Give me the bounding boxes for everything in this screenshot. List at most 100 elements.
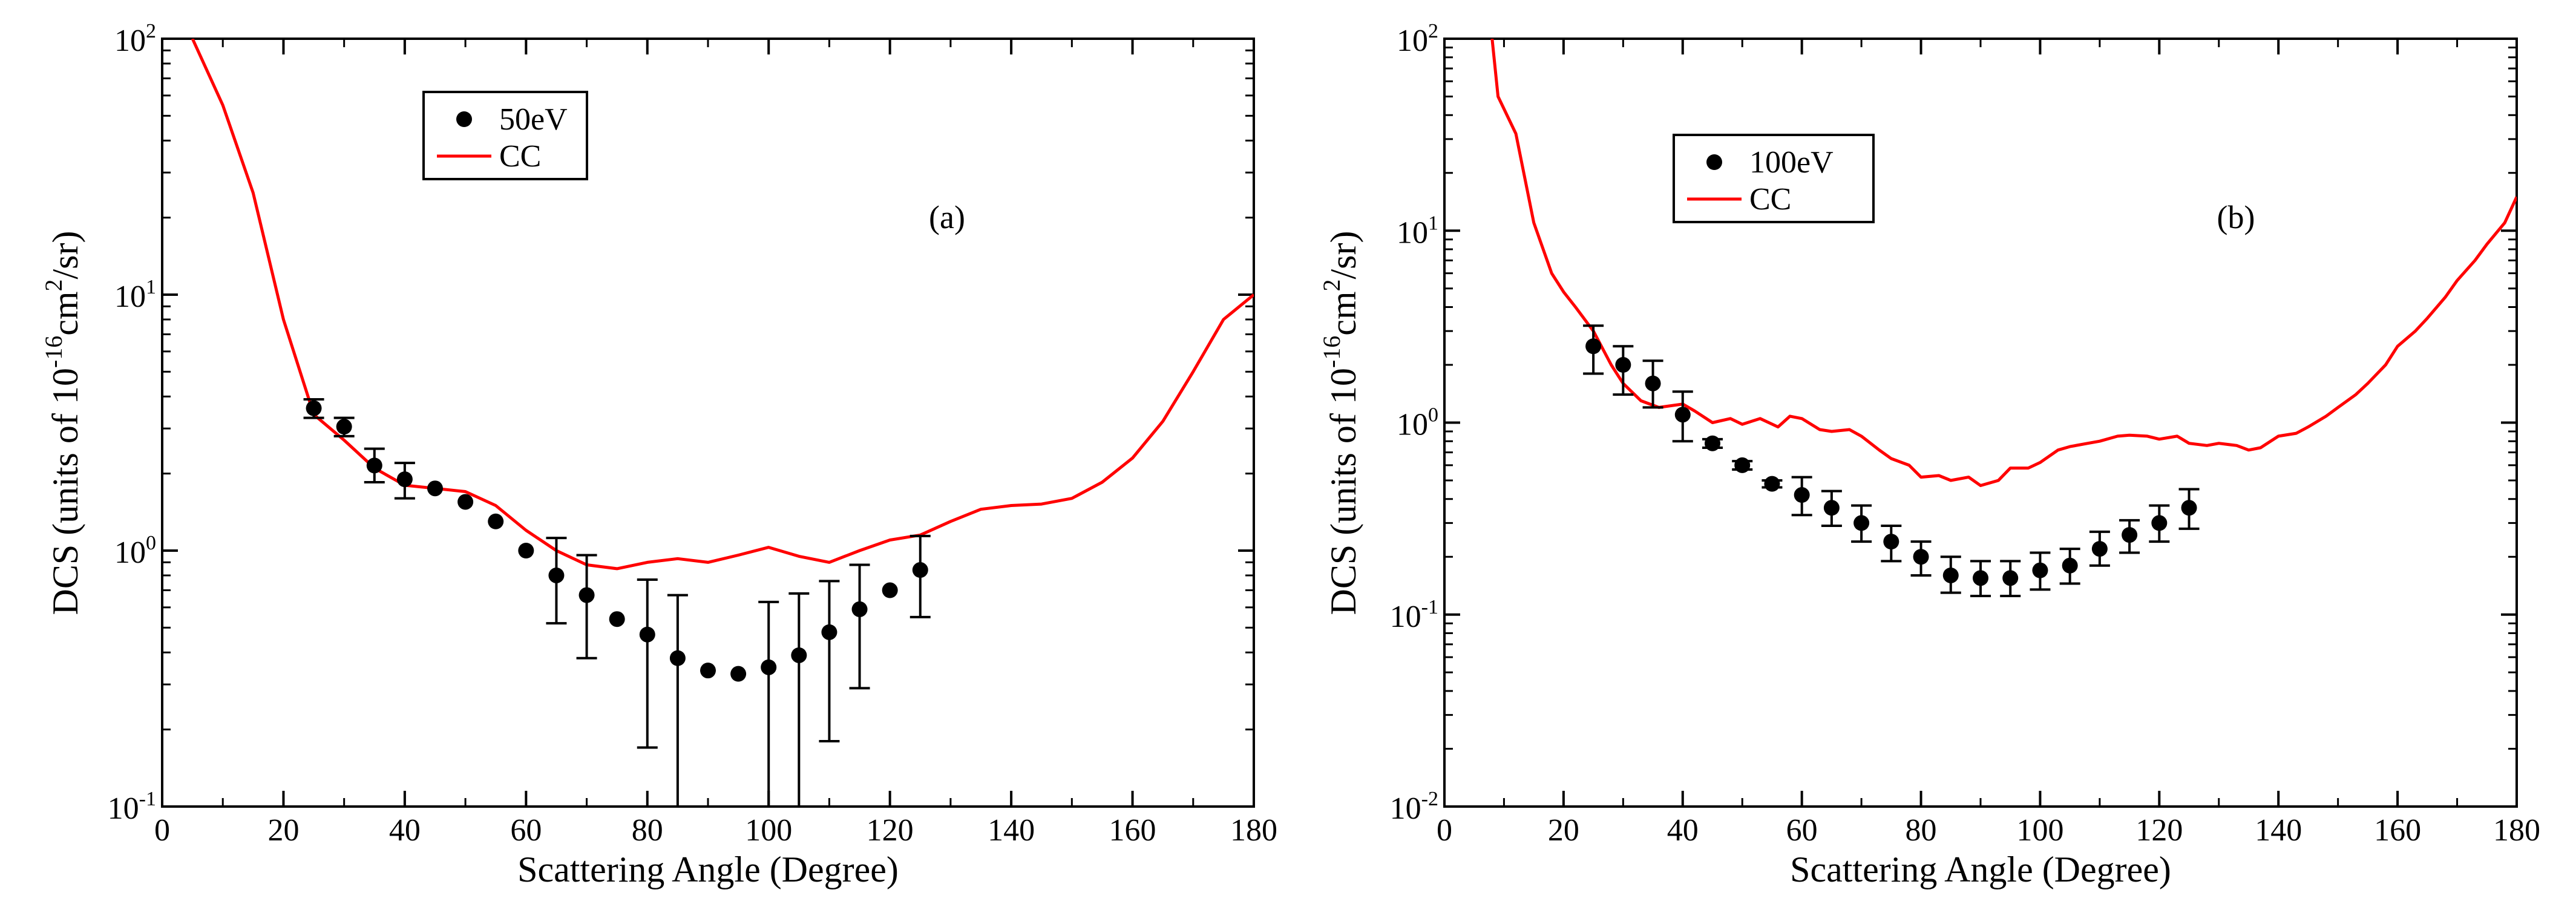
data-point <box>791 647 807 663</box>
x-tick-label: 80 <box>632 813 663 848</box>
y-axis-label: DCS (units of 10-16cm2/sr) <box>1318 231 1363 615</box>
x-tick-label: 0 <box>1437 813 1452 848</box>
x-tick-label: 120 <box>2135 813 2183 848</box>
data-point <box>427 480 443 497</box>
error-bar <box>758 600 779 807</box>
panel-a: 0 20 40 60 80 100 120 140 160 18010-1100101102Sca… <box>40 20 1277 889</box>
data-point <box>912 562 928 578</box>
y-tick-base: 10 <box>114 535 146 570</box>
y-tick-exponent: -1 <box>1421 596 1438 618</box>
data-point <box>1853 515 1870 531</box>
y-tick-exponent: 1 <box>1428 212 1438 234</box>
legend-marker-circle <box>1706 154 1722 170</box>
x-tick-label: 80 <box>1906 813 1937 848</box>
x-tick-label: 40 <box>1667 813 1699 848</box>
y-tick-exponent: -1 <box>139 788 156 810</box>
data-point <box>1674 407 1691 423</box>
y-tick-label: 101 <box>1397 212 1438 250</box>
y-tick-label: 100 <box>114 532 156 570</box>
y-tick-label: 10-1 <box>1390 596 1438 634</box>
data-point <box>851 601 868 617</box>
cc-theory-line <box>1490 39 2517 487</box>
error-bar <box>637 578 658 749</box>
y-tick-exponent: 2 <box>1428 20 1438 42</box>
x-tick-label: 0 <box>154 813 170 848</box>
y-tick-base: 10 <box>1397 215 1428 250</box>
y-tick-label: 100 <box>1397 404 1438 442</box>
data-point <box>2091 541 2108 557</box>
data-point <box>578 587 595 603</box>
data-point <box>366 457 382 474</box>
x-tick-label: 180 <box>2493 813 2540 848</box>
data-point <box>1794 487 1810 503</box>
data-point <box>761 659 777 675</box>
data-point <box>1942 567 1959 583</box>
y-label-tail: /sr) <box>1323 231 1363 280</box>
legend-label: 100eV <box>1749 145 1834 180</box>
data-point <box>518 543 534 558</box>
y-label-exponent-2: 2 <box>40 279 67 291</box>
data-point <box>609 611 625 627</box>
data-point <box>457 494 474 510</box>
y-tick-exponent: -2 <box>1421 788 1438 810</box>
error-bar <box>788 592 810 807</box>
x-axis-label: Scattering Angle (Degree) <box>1790 849 2171 889</box>
y-tick-label: 10-2 <box>1390 788 1438 826</box>
data-point <box>336 419 352 435</box>
y-tick-base: 10 <box>114 24 146 58</box>
y-tick-base: 10 <box>108 791 139 826</box>
data-point <box>2151 515 2168 531</box>
legend-label: CC <box>499 139 541 174</box>
y-tick-exponent: 0 <box>1428 404 1438 427</box>
y-tick-label: 101 <box>114 276 156 314</box>
y-tick-label: 10-1 <box>108 788 156 826</box>
y-label-base: DCS (units of 10 <box>45 368 85 615</box>
y-tick-base: 10 <box>1397 408 1428 442</box>
data-point <box>548 567 565 583</box>
y-axis-label: DCS (units of 10-16cm2/sr) <box>40 231 85 615</box>
y-tick-exponent: 1 <box>146 276 156 298</box>
x-tick-label: 100 <box>2016 813 2063 848</box>
x-tick-label: 20 <box>1548 813 1579 848</box>
error-bar <box>667 594 688 807</box>
x-tick-label: 60 <box>1786 813 1818 848</box>
data-point <box>1973 570 1988 586</box>
data-point <box>488 513 504 529</box>
x-tick-label: 160 <box>2374 813 2421 848</box>
data-point <box>2181 500 2197 516</box>
error-bar <box>576 554 597 660</box>
x-tick-label: 20 <box>267 813 299 848</box>
data-point <box>1764 476 1780 492</box>
x-tick-label: 180 <box>1230 813 1277 848</box>
data-point <box>882 582 898 598</box>
data-point <box>700 663 716 679</box>
x-tick-label: 120 <box>867 813 914 848</box>
legend-label: CC <box>1749 182 1791 217</box>
legend-label: 50eV <box>499 102 568 137</box>
x-tick-label: 160 <box>1109 813 1156 848</box>
data-point <box>669 650 686 666</box>
y-tick-base: 10 <box>114 280 146 314</box>
panel-label: (a) <box>929 199 965 235</box>
data-point <box>1705 435 1720 451</box>
panel-label: (b) <box>2217 199 2255 235</box>
y-label-exponent-2: 2 <box>1318 279 1345 291</box>
y-label-unit: cm <box>45 291 85 335</box>
x-tick-label: 140 <box>988 813 1035 848</box>
y-tick-exponent: 0 <box>146 532 156 554</box>
data-point <box>2032 562 2048 578</box>
y-tick-exponent: 2 <box>146 20 156 42</box>
error-bar <box>849 563 870 690</box>
data-point <box>639 626 655 643</box>
plot-area <box>1490 39 2517 598</box>
data-point <box>821 624 837 640</box>
legend-box <box>422 91 588 180</box>
data-point <box>1883 534 1899 550</box>
y-label-exponent: -16 <box>40 336 67 368</box>
y-tick-label: 102 <box>1397 20 1438 58</box>
x-tick-label: 60 <box>510 813 542 848</box>
y-label-unit: cm <box>1323 291 1363 335</box>
